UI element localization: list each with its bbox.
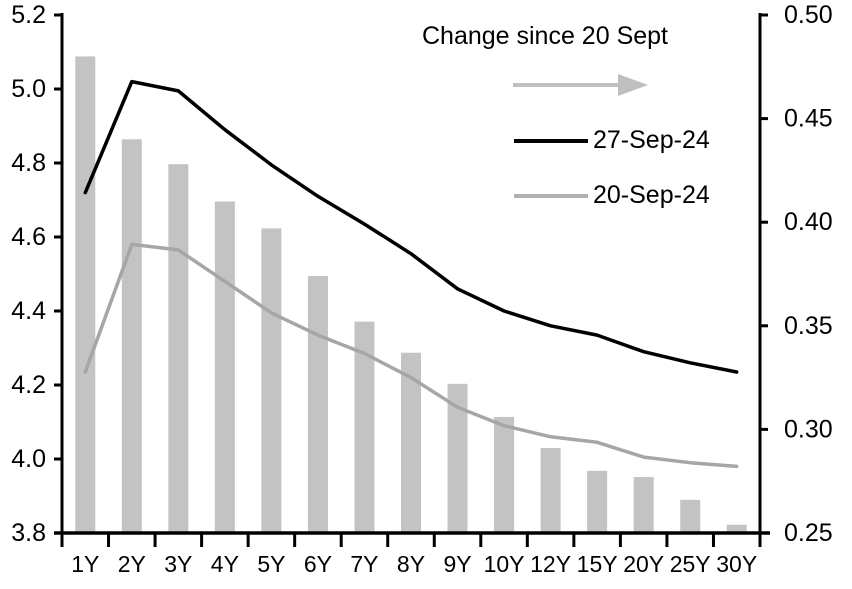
bar-30Y: [726, 524, 747, 533]
x-axis-label-7Y: 7Y: [350, 551, 378, 577]
bar-1Y: [75, 56, 96, 533]
x-axis-label-1Y: 1Y: [71, 551, 99, 577]
bar-12Y: [540, 448, 561, 533]
line-20-Sep-24: [83, 242, 739, 469]
bar-9Y: [447, 383, 468, 533]
bar-20Y: [633, 477, 654, 533]
left-axis-tick-label: 4.0: [11, 445, 46, 473]
bar-3Y: [168, 164, 189, 533]
bar-5Y: [261, 228, 282, 533]
right-axis-tick-label: 0.30: [784, 415, 833, 443]
x-axis-label-12Y: 12Y: [530, 551, 571, 577]
right-axis-tick-label: 0.35: [784, 312, 833, 340]
bar-2Y: [121, 139, 142, 533]
left-axis-tick-label: 5.0: [11, 75, 46, 103]
bar-8Y: [401, 352, 421, 533]
x-axis-label-15Y: 15Y: [577, 551, 618, 577]
bar-10Y: [494, 416, 515, 533]
x-axis-label-8Y: 8Y: [397, 551, 425, 577]
x-axis-label-25Y: 25Y: [670, 551, 711, 577]
x-axis-label-9Y: 9Y: [443, 551, 471, 577]
left-axis-tick-label: 5.2: [11, 1, 46, 29]
left-axis-tick-label: 4.2: [11, 371, 46, 399]
x-axis-label-4Y: 4Y: [211, 551, 239, 577]
bar-4Y: [214, 201, 235, 534]
x-axis-label-6Y: 6Y: [304, 551, 332, 577]
right-axis-tick-label: 0.50: [784, 1, 833, 29]
x-axis-label-2Y: 2Y: [118, 551, 146, 577]
right-axis-tick-label: 0.25: [784, 519, 833, 547]
x-axis-label-30Y: 30Y: [716, 551, 757, 577]
bar-7Y: [354, 321, 375, 533]
bar-25Y: [680, 499, 701, 533]
left-axis-tick-label: 4.4: [11, 297, 46, 325]
left-axis-tick-label: 4.6: [11, 223, 46, 251]
x-axis-label-20Y: 20Y: [623, 551, 664, 577]
bar-6Y: [307, 276, 328, 533]
left-axis-tick-label: 4.8: [11, 149, 46, 177]
x-axis-label-5Y: 5Y: [257, 551, 285, 577]
x-axis-label-10Y: 10Y: [484, 551, 525, 577]
right-axis-tick-label: 0.45: [784, 105, 833, 133]
bar-15Y: [587, 470, 608, 533]
left-axis-tick-label: 3.8: [11, 519, 46, 547]
right-axis-tick-label: 0.40: [784, 208, 833, 236]
line-27-Sep-24: [83, 79, 739, 374]
x-axis-label-3Y: 3Y: [164, 551, 192, 577]
